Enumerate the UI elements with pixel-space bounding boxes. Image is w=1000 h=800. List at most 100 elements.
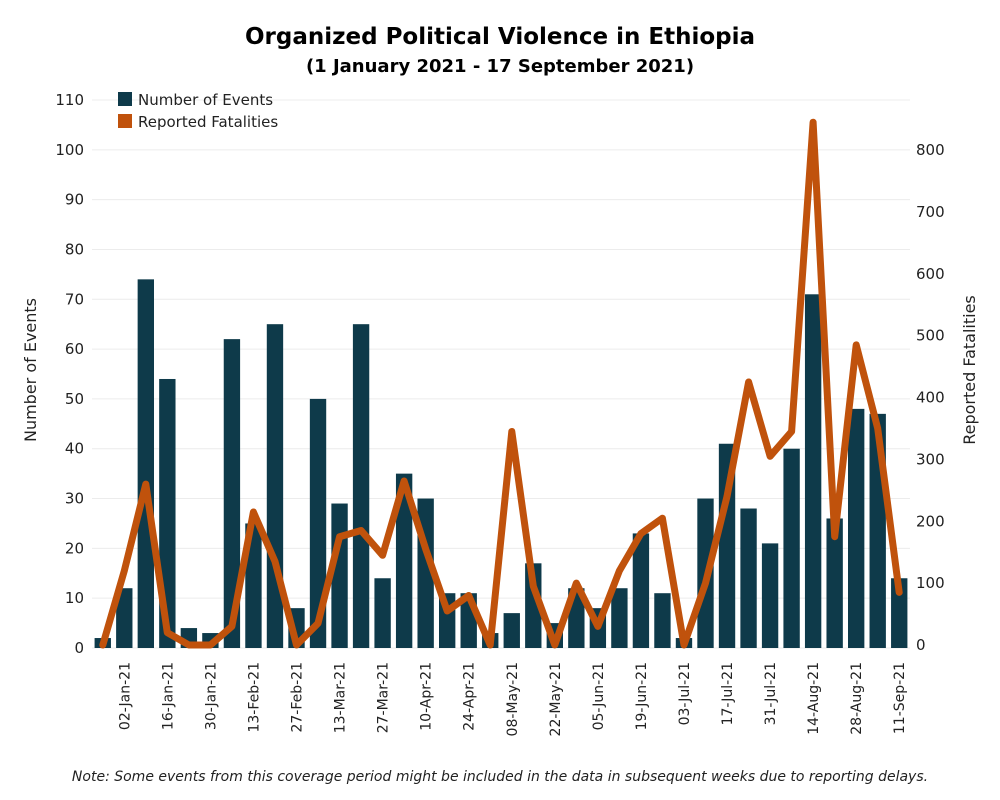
fatalities-point (166, 632, 168, 634)
fatalities-point (145, 483, 147, 485)
left-tick-label: 80 (65, 240, 84, 258)
events-bar (848, 408, 865, 648)
left-tick-label: 100 (55, 141, 84, 159)
left-tick-label: 30 (65, 490, 84, 508)
left-axis-label: Number of Events (21, 298, 40, 442)
fatalities-point (468, 595, 470, 596)
left-tick-label: 90 (65, 191, 84, 209)
x-tick-label: 13-Feb-21 (246, 662, 262, 733)
fatalities-point (898, 591, 900, 593)
chart-title: Organized Political Violence in Ethiopia (245, 24, 755, 50)
legend-swatch-events (118, 92, 132, 106)
fatalities-point (339, 536, 341, 538)
fatalities-point (532, 585, 534, 587)
events-bar (654, 593, 671, 648)
events-bar (137, 279, 154, 648)
events-bar (331, 503, 348, 648)
fatalities-point (877, 427, 879, 429)
fatalities-point (726, 496, 728, 497)
left-tick-label: 50 (65, 390, 84, 408)
x-tick-label: 02-Jan-21 (117, 662, 133, 730)
x-tick-label: 27-Feb-21 (290, 662, 306, 733)
events-bar (116, 588, 133, 648)
events-bar (611, 588, 628, 648)
legend-swatch-fatalities (118, 114, 132, 128)
right-tick-label: 0 (916, 636, 926, 654)
right-axis-ticks: 0 100 200 300 400 500 600 700 800 (916, 141, 945, 654)
x-tick-label: 28-Aug-21 (849, 662, 865, 735)
events-bar (223, 339, 241, 648)
fatalities-point (425, 548, 427, 550)
left-tick-label: 70 (65, 290, 84, 308)
right-tick-label: 600 (916, 265, 945, 283)
x-tick-label: 10-Apr-21 (419, 662, 435, 731)
events-bar (804, 294, 822, 648)
events-bars (94, 279, 908, 648)
x-tick-label: 14-Aug-21 (806, 662, 822, 735)
fatalities-point (252, 511, 254, 513)
events-bar (632, 533, 650, 648)
x-tick-label: 05-Jun-21 (591, 662, 607, 730)
right-tick-label: 100 (916, 574, 945, 592)
events-bar (783, 448, 800, 648)
x-tick-label: 16-Jan-21 (160, 662, 176, 730)
fatalities-point (554, 644, 556, 646)
x-axis-ticks: 02-Jan-21 16-Jan-21 30-Jan-21 13-Feb-21 27-F… (117, 662, 908, 736)
fatalities-point (382, 554, 384, 556)
events-bar (891, 578, 908, 648)
left-tick-label: 0 (74, 639, 84, 657)
fatalities-point (855, 344, 857, 346)
legend-label-events: Number of Events (138, 91, 273, 109)
right-tick-label: 700 (916, 203, 945, 221)
left-tick-label: 40 (65, 440, 84, 458)
fatalities-point (296, 644, 297, 646)
fatalities-point (403, 480, 405, 482)
x-tick-label: 13-Mar-21 (333, 662, 349, 733)
x-tick-label: 31-Jul-21 (763, 662, 779, 725)
right-tick-label: 200 (916, 512, 945, 530)
fatalities-point (705, 582, 706, 584)
x-tick-label: 27-Mar-21 (376, 662, 392, 733)
fatalities-point (123, 570, 125, 572)
fatalities-point (511, 431, 513, 433)
x-tick-label: 03-Jul-21 (677, 662, 693, 725)
fatalities-point (812, 121, 814, 123)
fatalities-point (360, 530, 362, 532)
events-bar (374, 578, 391, 648)
fatalities-point (274, 560, 276, 562)
fatalities-point (231, 625, 233, 627)
chart-subtitle: (1 January 2021 - 17 September 2021) (306, 56, 694, 77)
x-tick-label: 19-Jun-21 (634, 662, 650, 730)
left-tick-label: 60 (65, 340, 84, 358)
left-axis-ticks: 0 10 20 30 40 50 60 70 80 90 100 110 (55, 91, 84, 657)
fatalities-series-line (99, 118, 903, 649)
fatalities-point (597, 625, 599, 627)
fatalities-point (575, 582, 577, 584)
right-tick-label: 500 (916, 327, 945, 345)
fatalities-point (640, 533, 642, 535)
events-bar (395, 473, 413, 648)
events-bar (266, 324, 284, 648)
left-tick-label: 10 (65, 589, 84, 607)
fatalities-line (99, 118, 903, 649)
x-tick-label: 11-Sep-21 (892, 662, 908, 734)
footnote: Note: Some events from this coverage per… (72, 769, 928, 785)
events-bar (525, 563, 542, 648)
x-tick-label: 30-Jan-21 (203, 662, 219, 730)
x-tick-label: 08-May-21 (505, 662, 521, 736)
legend: Number of Events Reported Fatalities (118, 91, 278, 131)
fatalities-point (834, 536, 836, 538)
right-tick-label: 400 (916, 389, 945, 407)
fatalities-point (317, 622, 319, 624)
right-axis-label: Reported Fatalities (960, 295, 979, 445)
right-tick-label: 300 (916, 450, 945, 468)
x-tick-label: 17-Jul-21 (720, 662, 736, 725)
fatalities-point (661, 517, 663, 519)
left-tick-label: 20 (65, 539, 84, 557)
events-bar (826, 518, 843, 648)
fatalities-point (791, 431, 793, 433)
fatalities-point (188, 644, 190, 646)
fatalities-point (489, 644, 491, 646)
events-bar (245, 523, 262, 648)
events-bar (740, 508, 757, 648)
